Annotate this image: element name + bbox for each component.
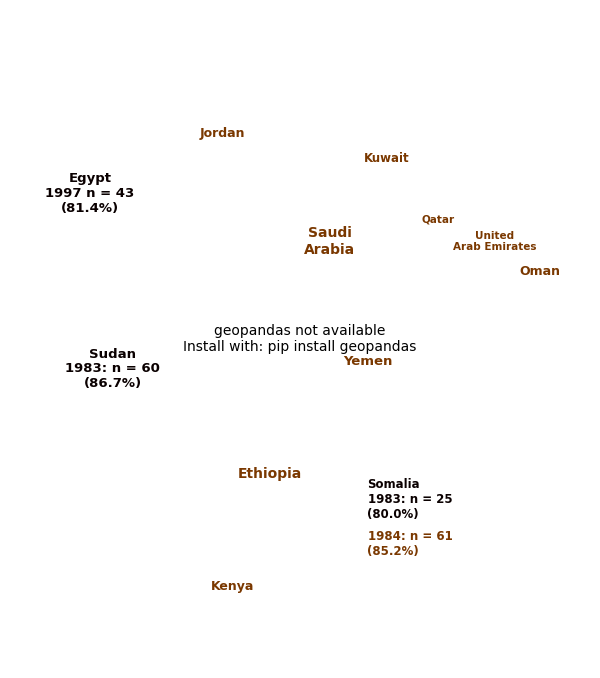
Text: Yemen: Yemen: [343, 355, 392, 368]
Text: Somalia
1983: n = 25
(80.0%): Somalia 1983: n = 25 (80.0%): [367, 478, 452, 521]
Text: Jordan: Jordan: [199, 127, 245, 140]
Text: Saudi
Arabia: Saudi Arabia: [304, 226, 356, 256]
Text: Ethiopia: Ethiopia: [238, 467, 302, 481]
Text: geopandas not available
Install with: pip install geopandas: geopandas not available Install with: pi…: [184, 324, 416, 354]
Text: Sudan
1983: n = 60
(86.7%): Sudan 1983: n = 60 (86.7%): [65, 348, 160, 391]
Text: United
Arab Emirates: United Arab Emirates: [453, 231, 537, 252]
Text: Oman: Oman: [520, 265, 560, 278]
Text: Kuwait: Kuwait: [364, 153, 410, 165]
Text: Egypt
1997 n = 43
(81.4%): Egypt 1997 n = 43 (81.4%): [46, 172, 134, 215]
Text: 1984: n = 61
(85.2%): 1984: n = 61 (85.2%): [367, 530, 452, 559]
Text: Qatar: Qatar: [421, 214, 455, 224]
Text: Kenya: Kenya: [211, 580, 254, 593]
